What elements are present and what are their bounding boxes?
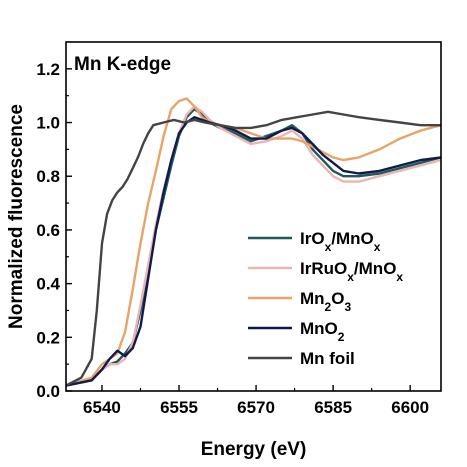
y-tick-label: 1.0 [36,114,60,133]
y-tick-label: 0.0 [36,382,60,401]
x-tick-label: 6570 [237,398,275,417]
plot-frame [65,41,442,392]
legend-label: Mn foil [300,349,355,368]
legend-label: MnO2 [300,319,345,344]
series-line-1 [66,105,441,387]
chart-title: Mn K-edge [74,54,171,75]
y-tick-label: 0.6 [36,221,60,240]
series-line-4 [66,110,441,387]
x-axis-title: Energy (eV) [201,439,307,460]
x-tick-label: 6600 [391,398,429,417]
plot-lines [66,97,441,387]
legend-label: Mn2O3 [300,289,351,314]
y-axis-title: Normalized fluorescence [6,104,27,329]
y-tick-label: 0.2 [36,328,60,347]
y-tick-label: 1.2 [36,60,60,79]
series-line-0 [66,107,441,387]
y-tick-label: 0.4 [36,275,60,294]
axis-ticks: 6540 6555 6570 6585 6600 0.0 0.2 0.4 0.6 0.8 1.0 1.… [36,60,429,417]
y-tick-label: 0.8 [36,167,60,186]
x-tick-label: 6555 [160,398,198,417]
legend: IrOx/MnOx IrRuOx/MnOx Mn2O3 MnO2 Mn foil [248,229,403,368]
x-tick-label: 6540 [83,398,121,417]
x-tick-label: 6585 [314,398,352,417]
legend-label: IrRuOx/MnOx [300,259,403,284]
legend-label: IrOx/MnOx [300,229,381,254]
series-line-3 [66,116,441,387]
